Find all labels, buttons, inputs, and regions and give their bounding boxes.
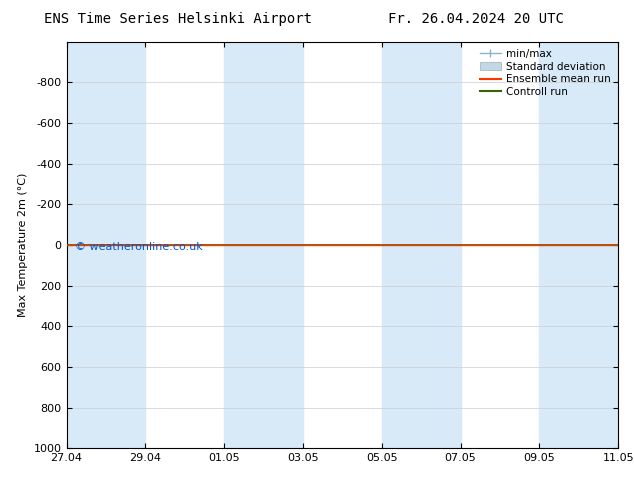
Bar [382, 42, 460, 448]
Bar [540, 42, 618, 448]
Y-axis label: Max Temperature 2m (°C): Max Temperature 2m (°C) [18, 173, 28, 317]
Bar [67, 42, 145, 448]
Legend: min/max, Standard deviation, Ensemble mean run, Controll run: min/max, Standard deviation, Ensemble me… [478, 47, 613, 99]
Text: ENS Time Series Helsinki Airport: ENS Time Series Helsinki Airport [44, 12, 311, 26]
Bar [224, 42, 303, 448]
Text: Fr. 26.04.2024 20 UTC: Fr. 26.04.2024 20 UTC [387, 12, 564, 26]
Text: © weatheronline.co.uk: © weatheronline.co.uk [75, 242, 203, 252]
